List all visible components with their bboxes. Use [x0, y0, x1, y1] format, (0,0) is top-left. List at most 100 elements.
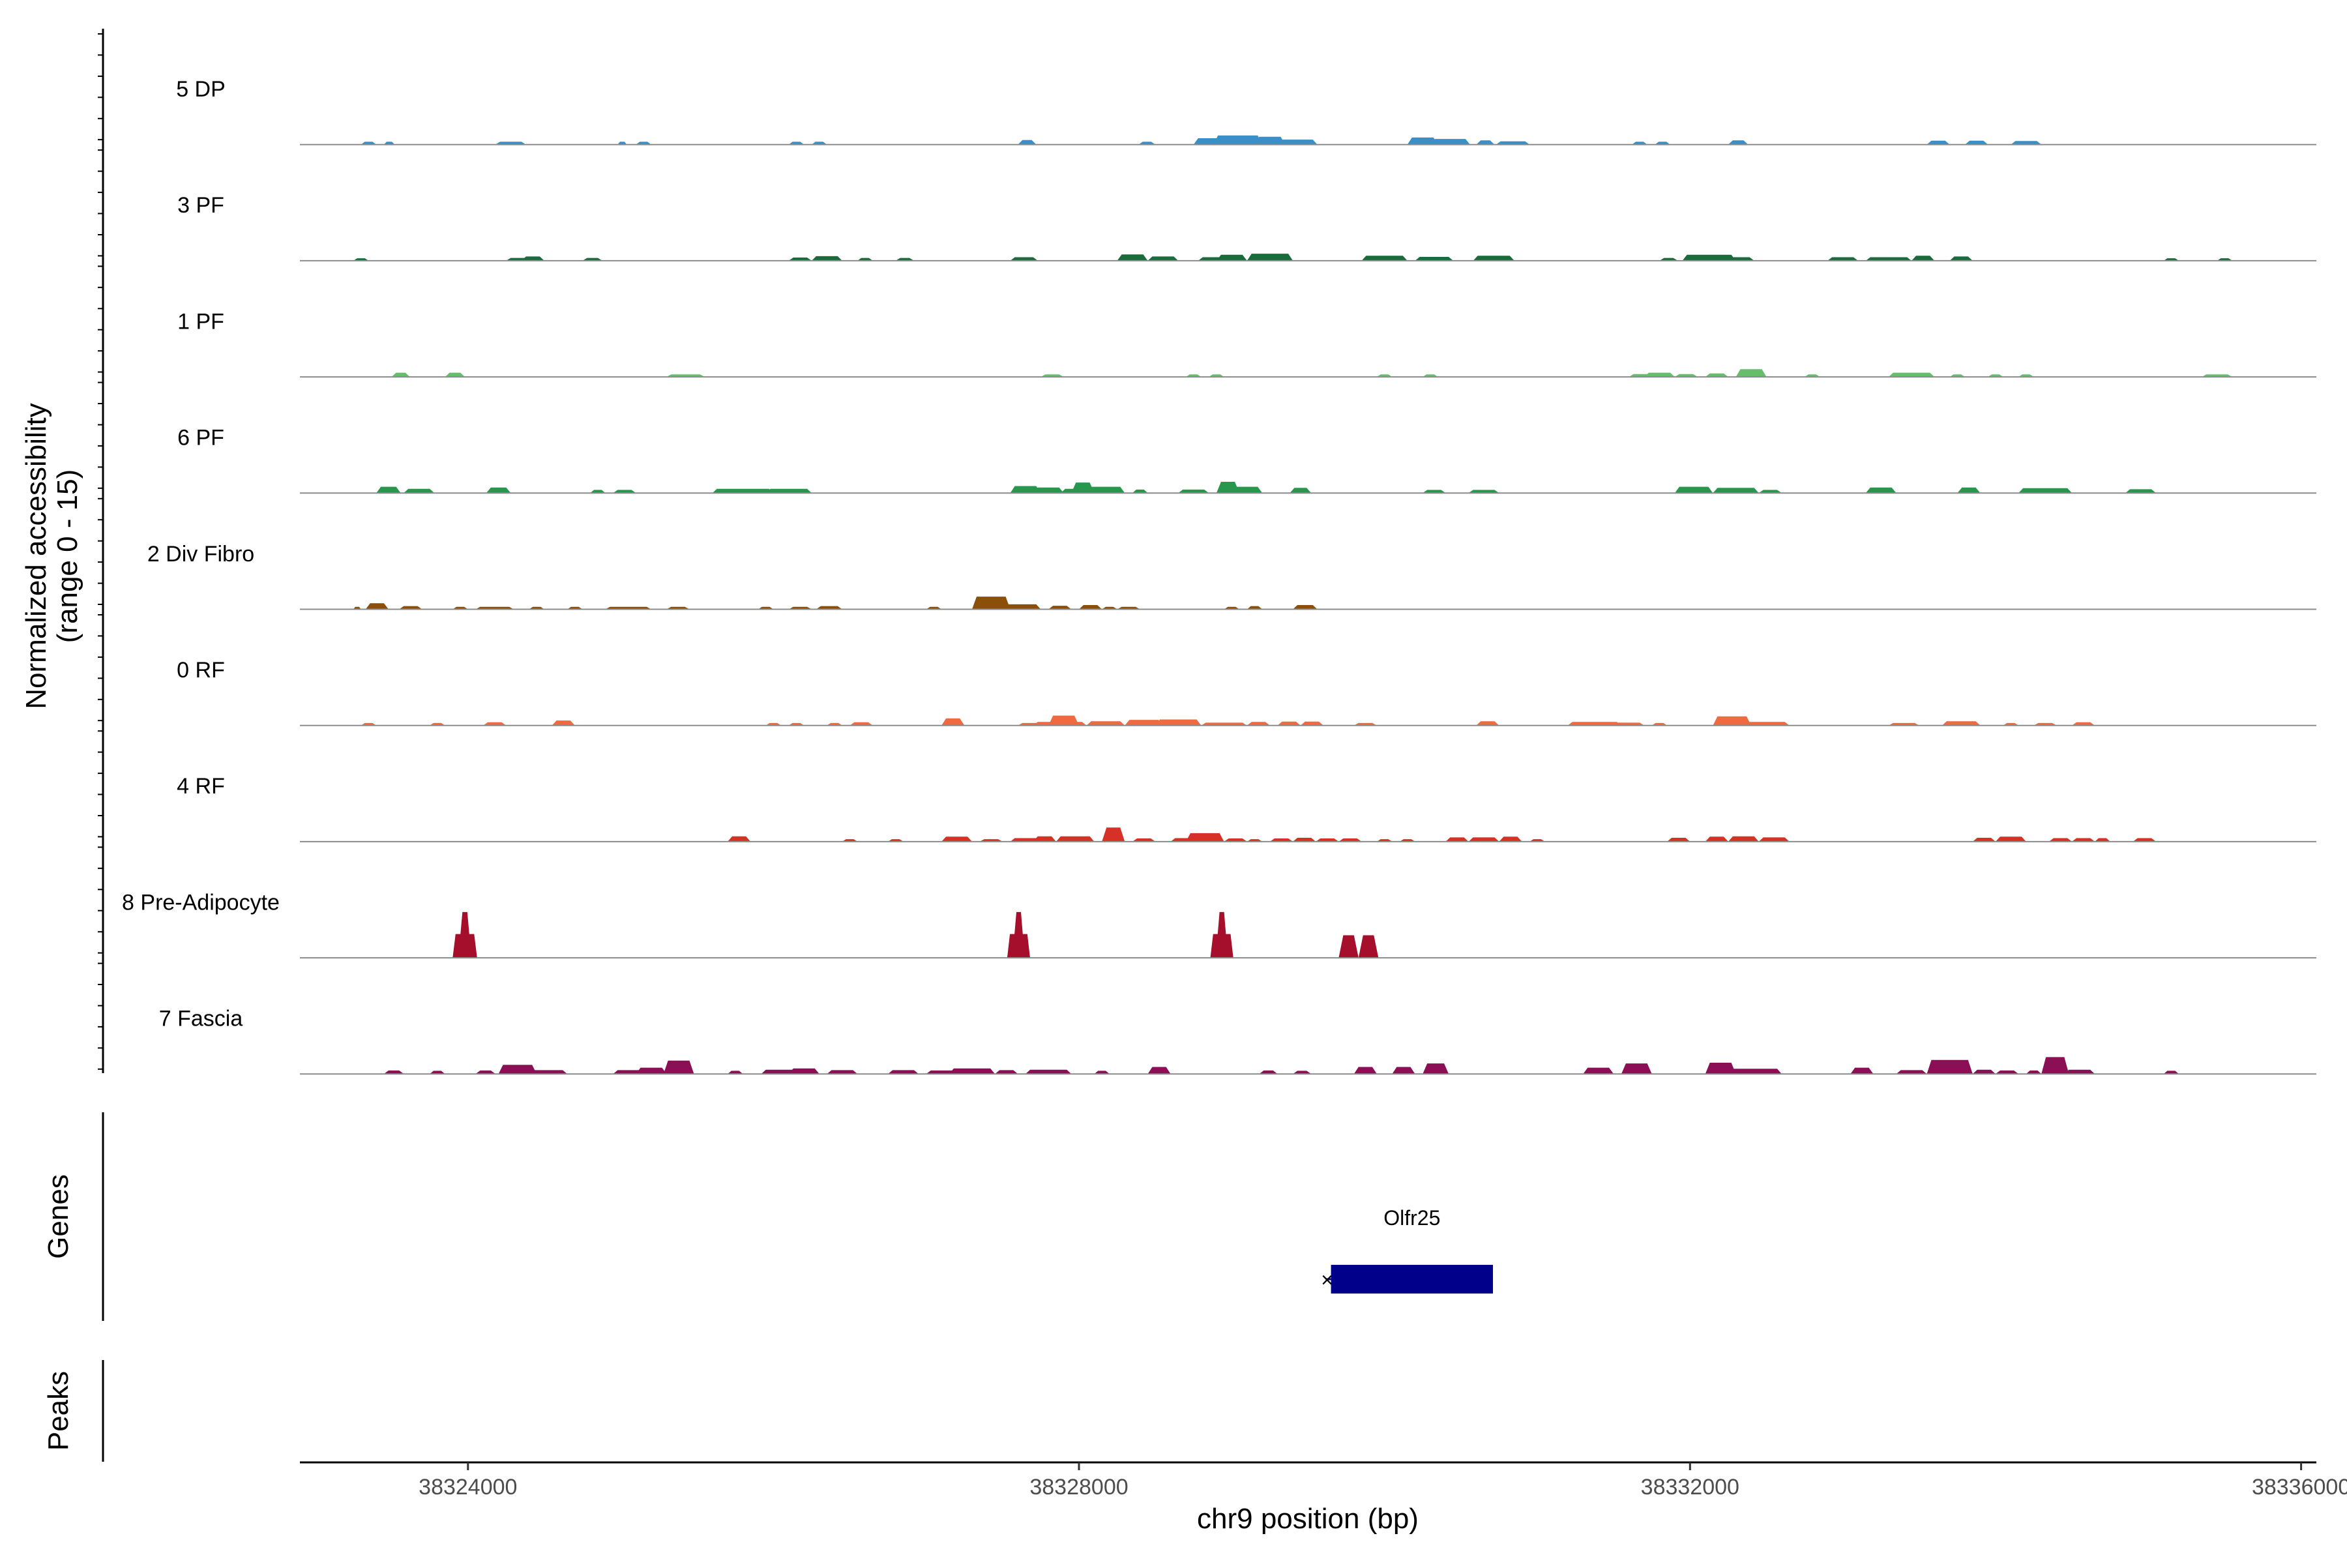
coverage-peak [1728, 257, 1754, 261]
coverage-peak [1499, 836, 1522, 842]
coverage-peak [2072, 722, 2095, 726]
coverage-peak [1621, 1063, 1652, 1074]
coverage-peak [1743, 722, 1790, 726]
coverage-peak [816, 606, 842, 610]
coverage-peak [2026, 1070, 2042, 1074]
coverage-peak [2041, 1057, 2069, 1074]
coverage-peak [1224, 838, 1247, 842]
coverage-peak [1254, 136, 1286, 145]
coverage-peak [728, 836, 751, 842]
coverage-peak [1415, 257, 1454, 261]
coverage-peak [613, 490, 636, 494]
coverage-peak [1361, 256, 1408, 261]
coverage-peak [529, 1070, 568, 1074]
coverage-peak [1277, 721, 1301, 726]
x-tick-label: 38328000 [1029, 1475, 1128, 1500]
track-label: 3 PF [177, 193, 224, 218]
coverage-peak [1033, 487, 1064, 494]
coverage-peak [1026, 1069, 1072, 1074]
coverage-peak [895, 258, 914, 261]
track-label: 5 DP [176, 77, 226, 102]
coverage-peak [2125, 489, 2156, 494]
coverage-peak [788, 141, 804, 145]
coverage-peak [486, 487, 511, 494]
coverage-peak [1995, 836, 2026, 842]
coverage-peak [383, 141, 395, 145]
coverage-peak [617, 141, 627, 145]
coverage-peak [972, 597, 1011, 610]
coverage-peak [2048, 838, 2073, 842]
coverage-peak [663, 1060, 694, 1074]
coverage-peak [1018, 140, 1037, 145]
y-axis-title-line2: (range 0 - 15) [52, 469, 83, 643]
coverage-peak [1972, 1069, 1996, 1074]
x-tick-label: 38332000 [1641, 1475, 1739, 1500]
track-label: 6 PF [177, 426, 224, 451]
coverage-peak [1353, 1067, 1377, 1074]
coverage-peak [495, 141, 526, 145]
track-6-pf: 6 PF [177, 426, 2316, 494]
coverage-peak [1293, 1071, 1312, 1074]
coverage-peak [1048, 715, 1079, 726]
coverage-peak [399, 606, 422, 610]
coverage-peak [1232, 486, 1263, 494]
coverage-peak [941, 836, 972, 842]
coverage-peak [1850, 1067, 1874, 1074]
coverage-peak [376, 486, 401, 494]
coverage-peak [1705, 373, 1728, 377]
coverage-peak [1132, 838, 1156, 842]
coverage-peak [1896, 1070, 1927, 1074]
coverage-peak [2018, 488, 2073, 494]
track-8-pre-adipocyte: 8 Pre-Adipocyte [122, 890, 2316, 959]
coverage-peak [521, 256, 544, 261]
track-label: 1 PF [177, 309, 224, 334]
coverage-peak [1496, 141, 1530, 145]
track-5-dp: 5 DP [176, 77, 2316, 145]
coverage-peak [1147, 1067, 1171, 1074]
coverage-peak [1392, 1067, 1415, 1074]
track-7-fascia: 7 Fascia [159, 1007, 2316, 1075]
coverage-peak [1705, 836, 1728, 842]
coverage-peak [1949, 256, 1973, 261]
track-0-rf: 0 RF [177, 658, 2316, 726]
coverage-peak [1865, 487, 1897, 494]
coverage-peak [812, 256, 842, 261]
coverage-peak [1926, 140, 1950, 145]
coverage-peak [1705, 1063, 1736, 1074]
coverage-peak [2133, 838, 2156, 842]
coverage-peak [1827, 257, 1858, 261]
coverage-peak [1473, 256, 1514, 261]
coverage-peak [995, 1070, 1018, 1074]
coverage-peak [1300, 721, 1323, 726]
coverage-peak [1659, 258, 1678, 261]
coverage-peak [857, 258, 873, 261]
coverage-peak [361, 141, 377, 145]
coverage-peak [827, 1070, 858, 1074]
coverage-peak [812, 141, 827, 145]
coverage-peak [1445, 837, 1469, 842]
coverage-peak [1079, 605, 1102, 610]
genes-panel-label: Genes [42, 1174, 74, 1259]
coverage-peak [1735, 369, 1767, 377]
coverage-peak [1201, 722, 1247, 726]
coverage-peak [1965, 140, 1988, 145]
coverage-peak [1912, 256, 1935, 261]
coverage-peak [365, 603, 389, 610]
coverage-peak [430, 1071, 445, 1074]
track-label: 8 Pre-Adipocyte [122, 890, 280, 915]
coverage-peak [1423, 490, 1446, 494]
track-label: 0 RF [177, 658, 225, 683]
coverage-peak [1007, 911, 1030, 958]
coverage-peak [1667, 838, 1690, 842]
gene-label: Olfr25 [1383, 1206, 1440, 1230]
track-2-div-fibro: 2 Div Fibro [147, 542, 2316, 610]
coverage-peak [1728, 836, 1759, 842]
coverage-peak [1216, 482, 1240, 494]
coverage-peak [1926, 1059, 1973, 1074]
coverage-peak [1117, 254, 1148, 261]
coverage-peak [888, 1070, 919, 1074]
coverage-peak [1888, 372, 1935, 377]
